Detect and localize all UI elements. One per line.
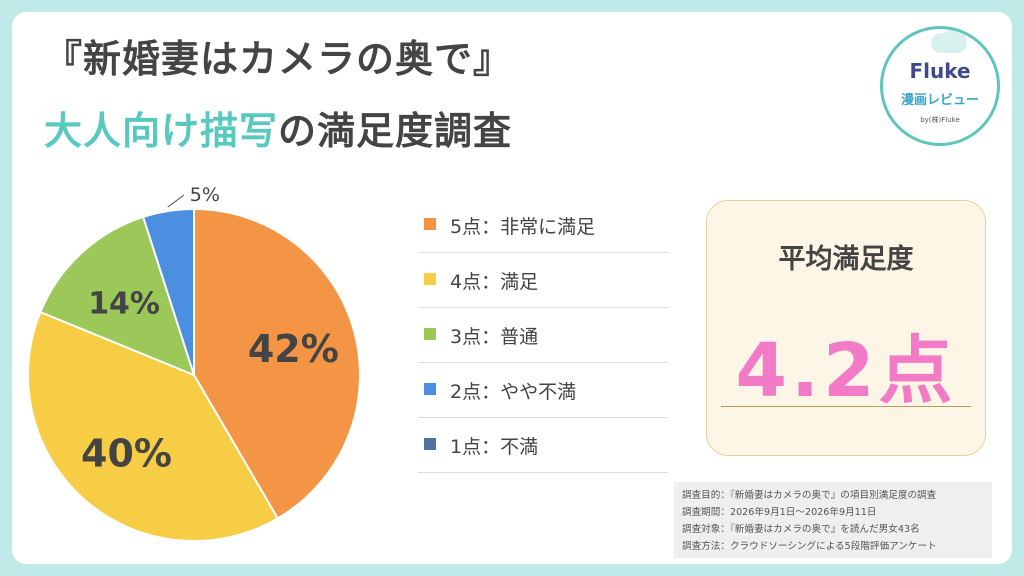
legend-label: 3点：普通 — [450, 326, 539, 348]
average-value: 4.2点 — [735, 328, 957, 414]
legend-swatch — [424, 383, 436, 395]
pie-slice-0 — [193, 207, 361, 520]
legend-swatch — [424, 328, 436, 340]
legend-swatch — [424, 273, 436, 285]
pie-slice-3 — [141, 207, 195, 376]
legend-label: 5点：非常に満足 — [450, 216, 596, 238]
legend-swatch — [424, 218, 436, 230]
slice-label-2: 14% — [88, 286, 160, 321]
note-line-3: 調査方法：クラウドソーシングによる5段階評価アンケート — [682, 541, 937, 552]
average-title: 平均満足度 — [778, 244, 914, 275]
cloud-icon-part — [945, 29, 965, 45]
legend-item-3: 2点：やや不満 — [418, 363, 668, 418]
page-subtitle: 大人向け描写の満足度調査 — [44, 100, 512, 155]
logo-byline: by(株)Fluke — [920, 116, 960, 124]
legend-swatch — [424, 438, 436, 450]
leader-line-3 — [167, 194, 185, 208]
legend-item-4: 1点：不満 — [418, 418, 668, 473]
logo-name: Fluke — [909, 59, 971, 83]
average-underline — [721, 406, 971, 407]
subtitle-rest: の満足度調査 — [278, 109, 513, 153]
note-line-1: 調査期間：2026年9月1日～2026年9月11日 — [682, 507, 877, 518]
legend-label: 1点：不満 — [450, 436, 539, 458]
note-line-0: 調査目的：『新婚妻はカメラの奥で』の項目別満足度の調査 — [682, 490, 937, 501]
legend-label: 4点：満足 — [450, 271, 539, 293]
legend-item-0: 5点：非常に満足 — [418, 198, 668, 253]
survey-notes: 調査目的：『新婚妻はカメラの奥で』の項目別満足度の調査 調査期間：2026年9月1… — [674, 482, 992, 558]
note-line-2: 調査対象：『新婚妻はカメラの奥で』を読んだ男女43名 — [682, 524, 920, 535]
slice-label-3: 5% — [190, 184, 220, 206]
average-satisfaction-box: 平均満足度 4.2点 — [706, 200, 986, 456]
page-title: 『新婚妻はカメラの奥で』 — [44, 37, 513, 81]
slice-label-1: 40% — [81, 432, 172, 476]
slice-label-0: 42% — [248, 327, 339, 371]
legend-item-1: 4点：満足 — [418, 253, 668, 308]
legend-label: 2点：やや不満 — [450, 381, 577, 403]
fluke-logo: Fluke 漫画レビュー by(株)Fluke — [880, 26, 1000, 146]
logo-subtitle: 漫画レビュー — [900, 93, 979, 108]
pie-slice-1 — [27, 310, 280, 542]
chart-legend: 5点：非常に満足 4点：満足 3点：普通 2点：やや不満 1点：不満 — [418, 198, 668, 473]
legend-item-2: 3点：普通 — [418, 308, 668, 363]
subtitle-highlight: 大人向け描写 — [44, 109, 279, 153]
